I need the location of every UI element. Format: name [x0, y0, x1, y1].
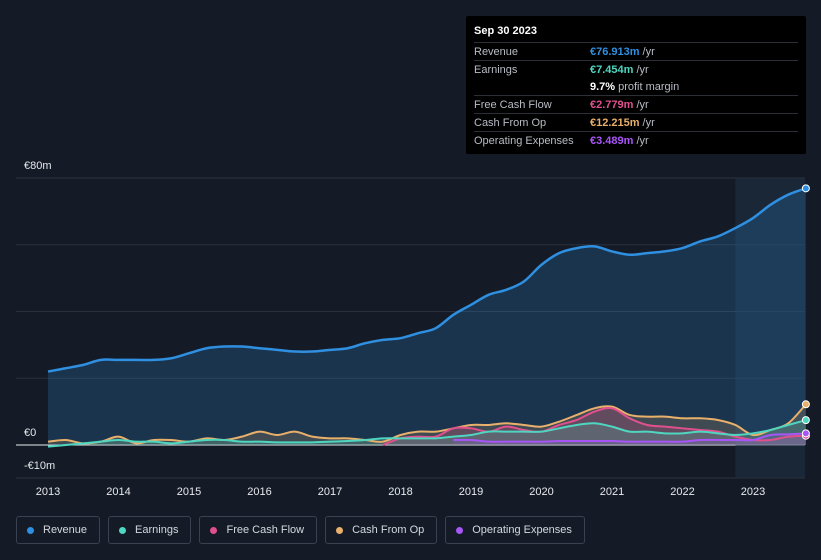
free-cash-flow-line — [382, 407, 806, 446]
tooltip-row-number: €76.913m — [590, 45, 640, 58]
operating-expenses-line — [453, 432, 806, 443]
tooltip-row-value: €7.454m/yr — [590, 64, 649, 76]
revenue-endpoint — [801, 184, 810, 193]
tooltip-row-unit: /yr — [642, 45, 655, 58]
tooltip-row-unit: /yr — [636, 98, 649, 111]
tooltip-row-earnings: Earnings €7.454m/yr — [474, 60, 798, 78]
tooltip-row-profit-margin: 9.7% profit margin — [474, 78, 798, 95]
tooltip-row-label: Operating Expenses — [474, 134, 574, 147]
tooltip-row-number: €7.454m — [590, 63, 634, 76]
tooltip-row-value: €2.779m/yr — [590, 99, 649, 111]
x-tick-label-2023: 2023 — [741, 486, 765, 498]
y-tick-label-0: €0 — [24, 427, 37, 439]
tooltip-panel: Sep 30 2023 Revenue €76.913m/yr Earnings €7… — [466, 16, 806, 154]
tooltip-row-label: Earnings — [474, 63, 518, 76]
earnings-endpoint — [801, 416, 810, 425]
x-tick-label-2016: 2016 — [247, 486, 271, 498]
x-tick-label-2021: 2021 — [600, 486, 624, 498]
tooltip-row-label: Revenue — [474, 45, 519, 58]
x-tick-label-2017: 2017 — [318, 486, 342, 498]
earnings-line — [47, 419, 807, 448]
series-lines — [47, 187, 807, 448]
tooltip-row-value: €76.913m/yr — [590, 46, 655, 58]
legend-item-cash-from-op[interactable]: Cash From Op — [325, 516, 438, 544]
legend-dot-icon — [210, 526, 218, 534]
legend-item-label: Earnings — [135, 524, 179, 536]
legend-item-revenue[interactable]: Revenue — [16, 516, 101, 544]
tooltip-date: Sep 30 2023 — [474, 25, 537, 37]
operating-expenses-endpoint — [801, 429, 810, 438]
tooltip-row-label: Free Cash Flow — [474, 98, 552, 111]
legend-item-label: Revenue — [43, 524, 88, 536]
cash-from-op-area — [48, 404, 806, 445]
y-tick-label-80m: €80m — [24, 160, 52, 172]
legend-item-operating-expenses[interactable]: Operating Expenses — [445, 516, 585, 544]
legend-item-label: Free Cash Flow — [226, 524, 305, 536]
tooltip-row-number: 9.7% — [590, 80, 616, 93]
cash-from-op-endpoint — [801, 400, 810, 409]
x-tick-label-2022: 2022 — [670, 486, 694, 498]
x-axis-ticks: 2013 2014 2015 2016 2017 2018 2019 2020 2021 2022… — [36, 486, 765, 498]
legend-dot-icon — [27, 526, 34, 534]
tooltip-row-free-cash-flow: Free Cash Flow €2.779m/yr — [474, 95, 798, 113]
y-tick-label-neg10m: -€10m — [24, 460, 56, 472]
legend-dot-icon — [456, 526, 464, 534]
tooltip-row-label: Cash From Op — [474, 116, 547, 129]
tooltip-row-revenue: Revenue €76.913m/yr — [474, 42, 798, 60]
forecast-highlight-region — [735, 178, 805, 478]
cash-from-op-line — [47, 403, 807, 445]
earnings-area — [48, 420, 806, 447]
legend-item-label: Cash From Op — [352, 524, 425, 536]
tooltip-row-value: €3.489m/yr — [590, 135, 649, 147]
tooltip-row-number: €2.779m — [590, 98, 634, 111]
legend-dot-icon — [336, 526, 344, 534]
x-tick-label-2020: 2020 — [529, 486, 553, 498]
revenue-line — [47, 187, 807, 373]
tooltip-row-value: 9.7% profit margin — [590, 81, 679, 93]
series-fills — [48, 188, 806, 447]
tooltip-row-number: €12.215m — [590, 116, 640, 129]
tooltip-row-unit: /yr — [636, 134, 649, 147]
free-cash-flow-area — [382, 408, 806, 445]
revenue-area — [48, 188, 806, 445]
tooltip-row-unit: /yr — [642, 116, 655, 129]
x-tick-label-2019: 2019 — [459, 486, 483, 498]
legend: Revenue Earnings Free Cash Flow Cash From O… — [16, 516, 585, 546]
tooltip-row-unit: profit margin — [618, 80, 680, 93]
tooltip-row-cash-from-op: Cash From Op €12.215m/yr — [474, 113, 798, 131]
tooltip-row-operating-expenses: Operating Expenses €3.489m/yr — [474, 131, 798, 149]
tooltip-row-unit: /yr — [636, 63, 649, 76]
legend-item-label: Operating Expenses — [472, 524, 572, 536]
legend-dot-icon — [119, 526, 127, 534]
x-tick-label-2014: 2014 — [106, 486, 130, 498]
grid-lines — [16, 177, 805, 479]
series-endpoints — [801, 184, 810, 440]
legend-item-earnings[interactable]: Earnings — [108, 516, 192, 544]
tooltip-row-number: €3.489m — [590, 134, 634, 147]
x-tick-label-2015: 2015 — [177, 486, 201, 498]
x-tick-label-2018: 2018 — [388, 486, 412, 498]
legend-item-free-cash-flow[interactable]: Free Cash Flow — [199, 516, 318, 544]
x-tick-label-2013: 2013 — [36, 486, 60, 498]
tooltip-row-value: €12.215m/yr — [590, 117, 655, 129]
